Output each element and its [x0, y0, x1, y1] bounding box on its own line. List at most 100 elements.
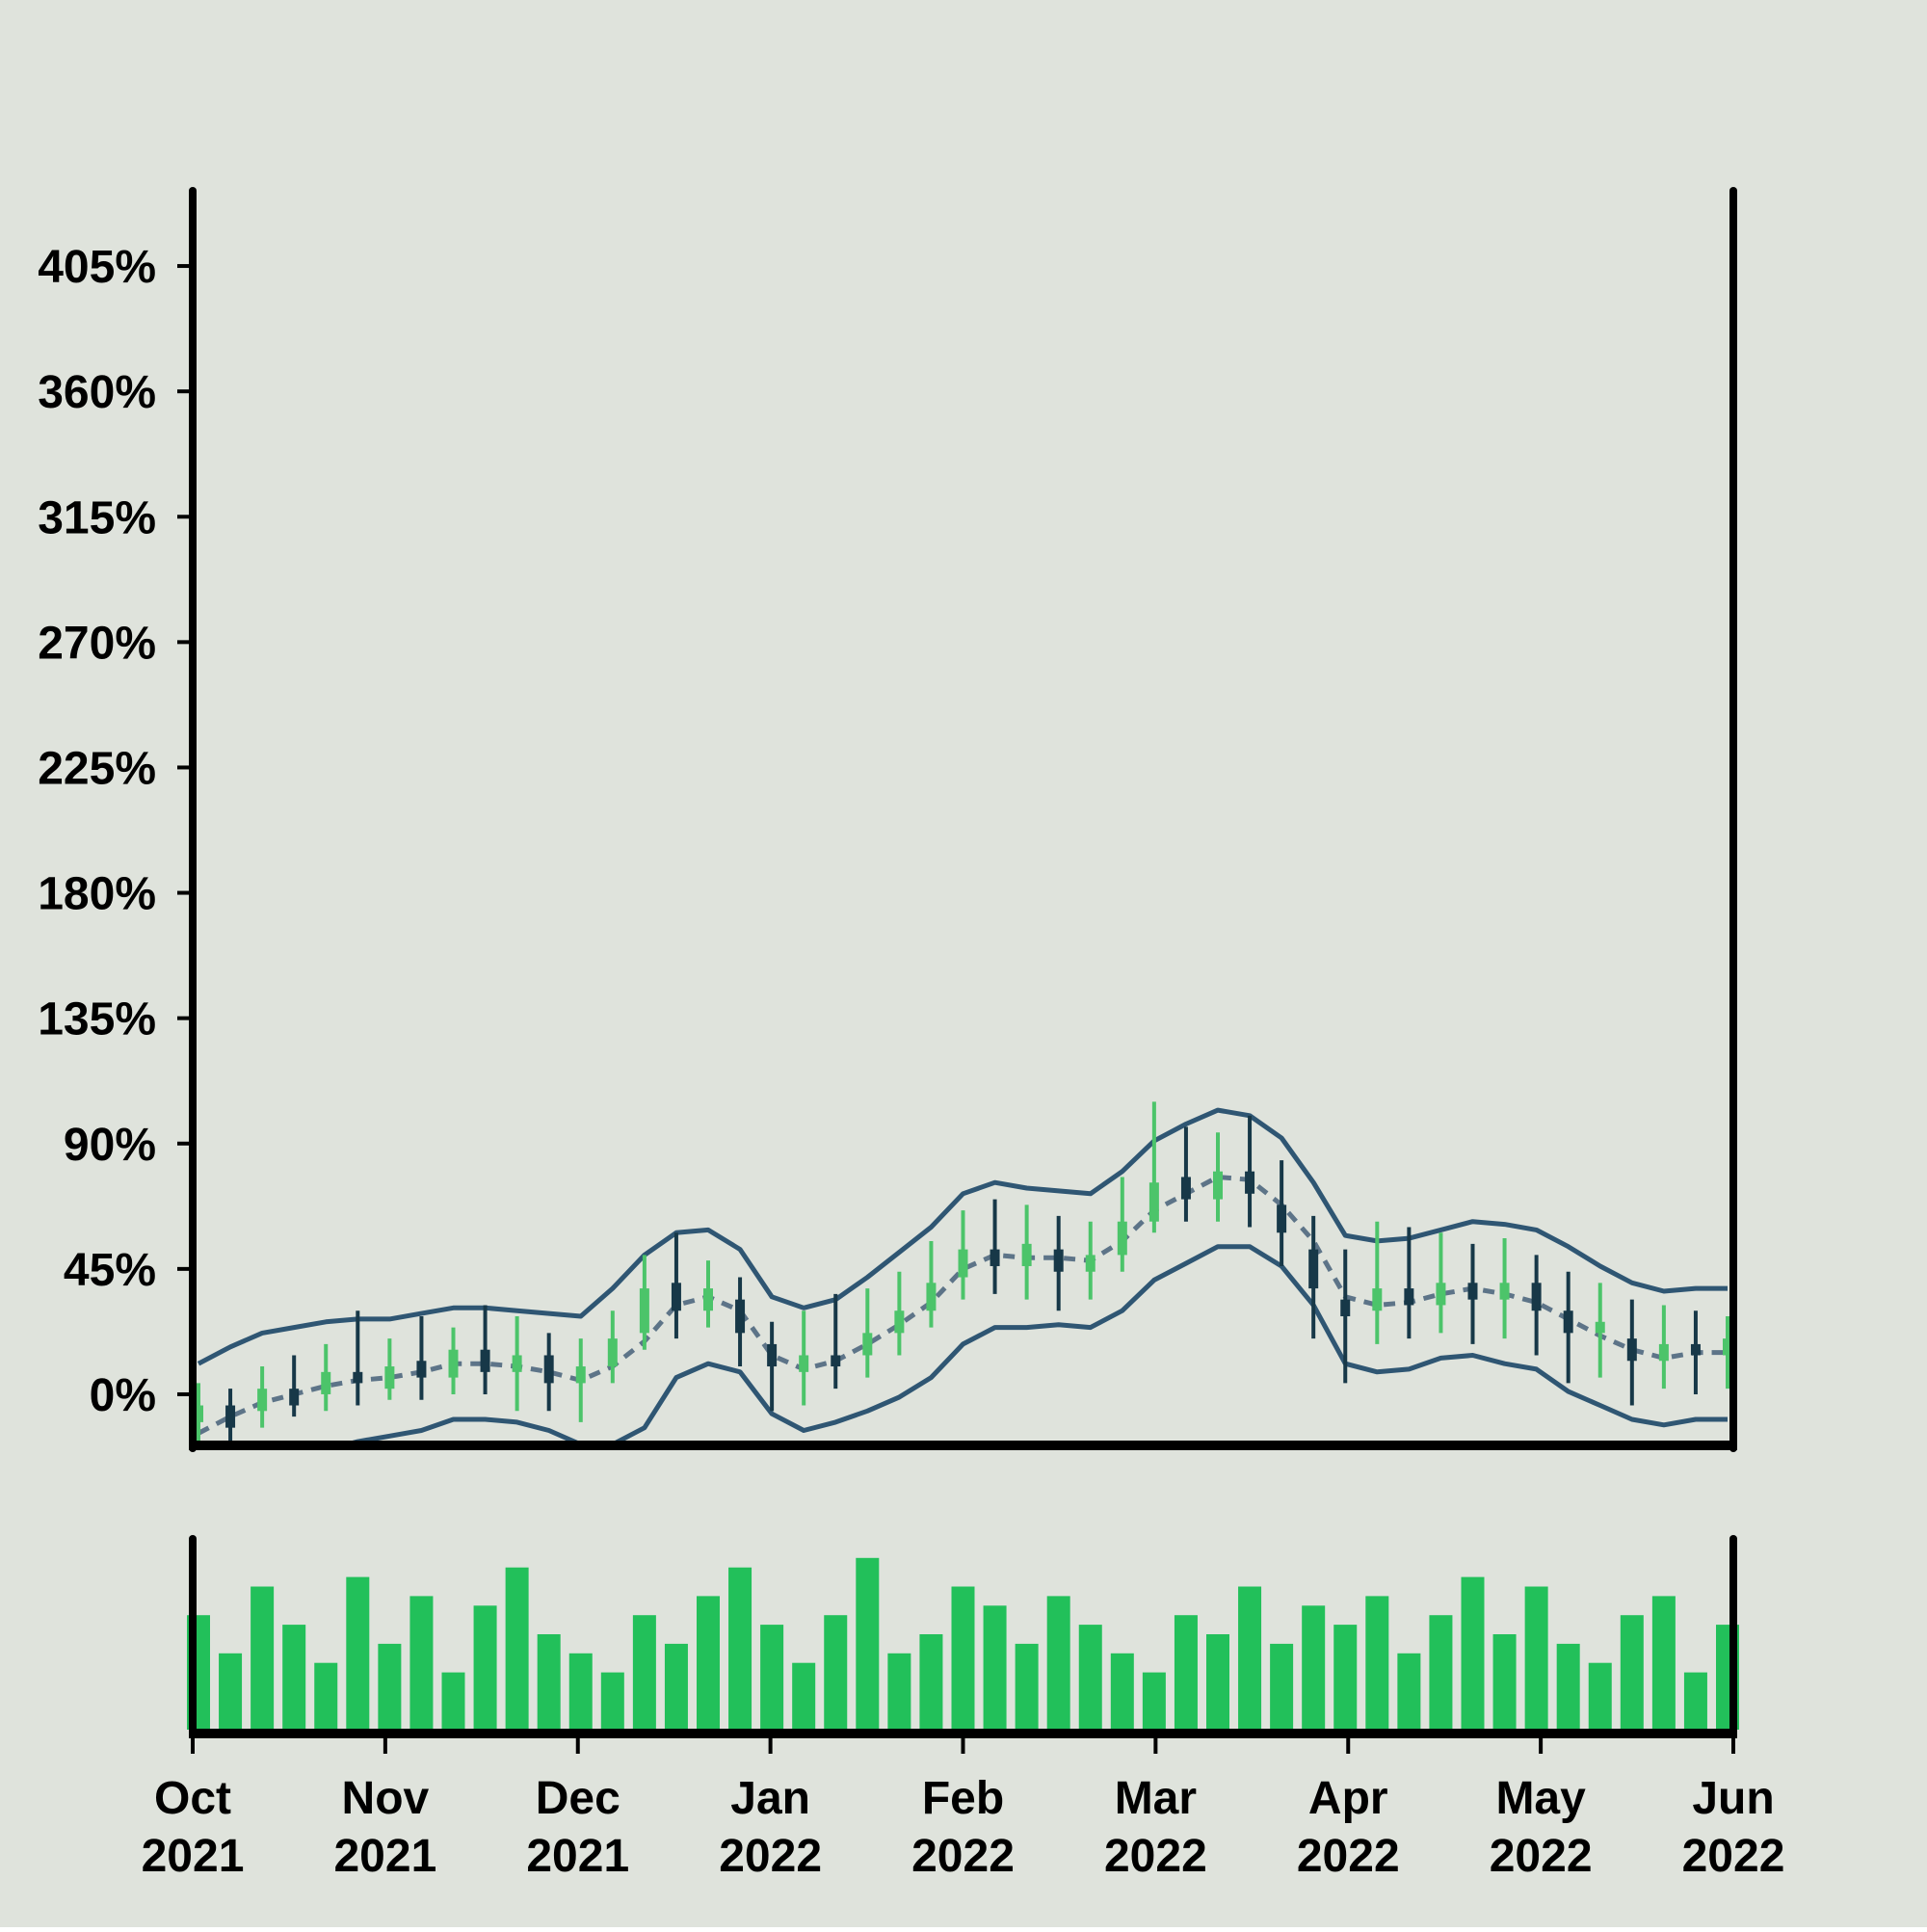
- volume-bar: [632, 1615, 656, 1730]
- price-body: [384, 1366, 395, 1389]
- price-body: [225, 1405, 236, 1428]
- y-tick-label: 0%: [90, 1370, 156, 1421]
- volume-bar: [1206, 1634, 1229, 1730]
- volume-bar: [219, 1653, 243, 1730]
- price-body: [1595, 1321, 1605, 1334]
- y-tick-label: 225%: [38, 743, 156, 794]
- price-body: [1404, 1288, 1414, 1306]
- price-body: [257, 1389, 268, 1412]
- price-body: [671, 1283, 681, 1311]
- price-body: [607, 1338, 618, 1367]
- price-body: [1085, 1255, 1095, 1272]
- volume-bar: [1397, 1653, 1421, 1730]
- volume-bar: [1302, 1605, 1326, 1730]
- y-tick-label: 45%: [64, 1245, 156, 1296]
- volume-bar: [983, 1605, 1007, 1730]
- volume-bar: [1461, 1576, 1485, 1730]
- volume-bar: [951, 1586, 975, 1730]
- price-body: [1531, 1283, 1542, 1311]
- volume-bar: [1556, 1643, 1580, 1730]
- volume-bar: [1651, 1596, 1676, 1730]
- x-tick-label: Jun 2022: [1682, 1773, 1785, 1882]
- y-tick-label: 135%: [38, 994, 156, 1045]
- price-body: [1053, 1249, 1064, 1272]
- volume-bar: [346, 1576, 370, 1730]
- volume-bar: [568, 1653, 593, 1730]
- x-tick-label: Jan 2022: [719, 1773, 822, 1882]
- band-upper: [197, 1107, 1728, 1366]
- price-body: [1723, 1338, 1732, 1356]
- price-body: [1436, 1283, 1446, 1306]
- price-body: [1180, 1177, 1191, 1200]
- price-body: [703, 1288, 713, 1311]
- price-body: [1690, 1343, 1701, 1356]
- price-body: [1148, 1182, 1159, 1222]
- volume-bar: [282, 1625, 306, 1730]
- x-tick-label: Apr 2022: [1297, 1773, 1400, 1882]
- volume-bar: [600, 1672, 624, 1730]
- y-tick-label: 270%: [38, 618, 156, 669]
- volume-bar: [887, 1653, 911, 1730]
- volume-bar: [1110, 1653, 1134, 1730]
- volume-bar: [314, 1662, 338, 1730]
- volume-bar: [505, 1567, 529, 1730]
- price-body: [799, 1355, 809, 1372]
- x-tick-label: Nov 2021: [333, 1773, 436, 1882]
- price-body: [767, 1343, 778, 1367]
- volume-bar: [1333, 1625, 1358, 1730]
- volume-bar: [1365, 1596, 1389, 1730]
- volume-bar: [1078, 1625, 1102, 1730]
- price-body: [353, 1371, 363, 1384]
- price-body: [480, 1349, 490, 1372]
- price-body: [512, 1355, 522, 1372]
- price-body: [990, 1249, 1000, 1266]
- price-body: [194, 1405, 203, 1422]
- price-body: [1213, 1171, 1223, 1200]
- price-body: [1499, 1283, 1510, 1300]
- price-body: [1021, 1243, 1032, 1266]
- plot-area: [194, 1101, 1732, 1444]
- volume-bar: [251, 1586, 275, 1730]
- volume-bar: [728, 1567, 752, 1730]
- price-body: [575, 1366, 586, 1384]
- y-tick-label: 90%: [64, 1120, 156, 1171]
- price-body: [639, 1288, 649, 1334]
- price-body: [416, 1361, 427, 1378]
- price-body: [1563, 1310, 1573, 1334]
- price-body: [1467, 1283, 1478, 1300]
- price-body: [1372, 1288, 1383, 1311]
- volume-bar: [441, 1672, 465, 1730]
- volume-bar: [409, 1596, 434, 1730]
- x-tick-label: May 2022: [1490, 1773, 1593, 1882]
- price-body: [862, 1333, 873, 1356]
- axes: 0% 45% 90% 135% 180% 225% 270% 315% 360% 405% Oct 2…: [38, 187, 1785, 1882]
- band-lower: [337, 1244, 1728, 1444]
- volume-bar: [856, 1557, 880, 1730]
- price-body: [1340, 1299, 1351, 1317]
- volume-bar: [1142, 1672, 1166, 1730]
- volume-bar: [760, 1625, 784, 1730]
- price-body: [1277, 1204, 1287, 1233]
- volume-bar: [1429, 1615, 1453, 1730]
- x-tick-label: Dec 2021: [526, 1773, 629, 1882]
- y-tick-label: 405%: [38, 242, 156, 293]
- price-body: [321, 1371, 331, 1394]
- x-tick-label: Feb 2022: [911, 1773, 1015, 1882]
- price-body: [926, 1283, 937, 1311]
- price-body: [1245, 1171, 1255, 1194]
- volume-bar: [1046, 1596, 1070, 1730]
- price-body: [1626, 1338, 1637, 1362]
- price-body: [1117, 1221, 1127, 1256]
- volume-bar: [919, 1634, 943, 1730]
- price-body: [831, 1355, 841, 1367]
- volume-bar: [1620, 1615, 1644, 1730]
- volume-panel: [187, 1557, 1739, 1730]
- price-body: [289, 1389, 300, 1406]
- volume-bar: [537, 1634, 561, 1730]
- volume-bar: [1238, 1586, 1262, 1730]
- volume-bar: [1174, 1615, 1198, 1730]
- volume-bar: [792, 1662, 816, 1730]
- price-body: [448, 1349, 459, 1378]
- y-tick-label: 180%: [38, 869, 156, 920]
